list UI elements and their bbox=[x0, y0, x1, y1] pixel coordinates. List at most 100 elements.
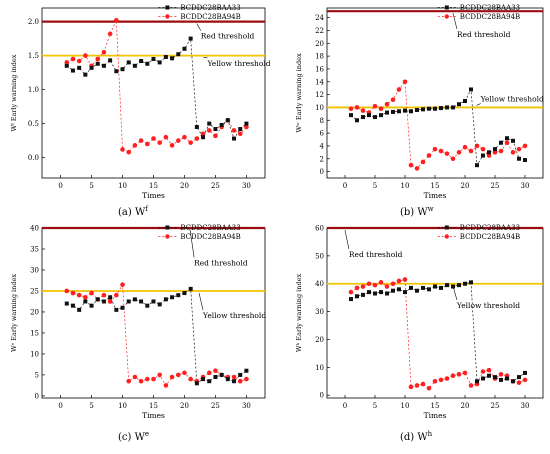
panel-caption-superscript: h bbox=[428, 430, 433, 438]
x-tick-label: 20 bbox=[180, 402, 189, 410]
data-point-a94b bbox=[402, 79, 408, 85]
y-tick-label: 10 bbox=[315, 104, 324, 112]
data-point-baa33 bbox=[176, 293, 181, 298]
series-line-baa33 bbox=[66, 37, 247, 140]
data-point-baa33 bbox=[83, 299, 88, 304]
data-point-baa33 bbox=[201, 377, 206, 382]
data-point-baa33 bbox=[182, 291, 187, 296]
y-axis-label: Wᶠ Early warning index bbox=[10, 54, 18, 131]
x-axis-label: Times bbox=[142, 411, 165, 420]
data-point-baa33 bbox=[126, 299, 131, 304]
data-point-a94b bbox=[390, 97, 396, 103]
data-point-a94b bbox=[145, 376, 150, 382]
legend-entry: BCDDC28BAA33 bbox=[180, 224, 240, 232]
data-point-baa33 bbox=[391, 109, 395, 114]
data-point-baa33 bbox=[517, 156, 521, 161]
data-point-a94b bbox=[244, 376, 249, 382]
legend-marker-circle bbox=[165, 14, 170, 19]
data-point-a94b bbox=[360, 284, 366, 289]
panel-d: 0 5 10 15 20 25 30 Times 0 10 20 30 40 50 60 Wʰ Early w… bbox=[295, 224, 544, 443]
data-point-baa33 bbox=[415, 108, 419, 112]
data-point-baa33 bbox=[64, 301, 69, 306]
y-tick-label: 2.0 bbox=[28, 18, 39, 26]
data-point-baa33 bbox=[101, 299, 106, 304]
panel-a: 0 5 10 15 20 25 30 Times 0.0 0.5 1.0 1.5 2.0 Wᶠ Early… bbox=[10, 4, 271, 218]
series-line-baa33 bbox=[350, 281, 526, 382]
x-tick-label: 10 bbox=[118, 182, 127, 190]
data-point-a94b bbox=[138, 138, 144, 143]
data-point-a94b bbox=[188, 140, 193, 145]
data-point-a94b bbox=[450, 373, 456, 379]
data-point-a94b bbox=[107, 31, 113, 37]
data-point-a94b bbox=[444, 151, 450, 156]
data-point-baa33 bbox=[176, 52, 181, 57]
panel-caption-superscript: w bbox=[428, 205, 434, 213]
red-threshold-label: Red threshold bbox=[457, 30, 511, 39]
data-point-a94b bbox=[132, 374, 138, 380]
y-tick-label: 0 bbox=[35, 392, 39, 400]
data-point-baa33 bbox=[114, 307, 119, 312]
panel-caption-label: (d) W bbox=[400, 432, 428, 443]
data-point-baa33 bbox=[232, 379, 237, 384]
data-point-baa33 bbox=[77, 307, 82, 312]
data-point-a94b bbox=[522, 377, 528, 383]
data-point-a94b bbox=[516, 380, 522, 385]
threshold-pointer bbox=[476, 103, 481, 106]
data-point-a94b bbox=[188, 376, 193, 382]
data-point-a94b bbox=[101, 292, 107, 298]
data-point-a94b bbox=[348, 289, 354, 295]
data-point-a94b bbox=[213, 368, 218, 374]
data-point-baa33 bbox=[481, 376, 485, 381]
data-point-a94b bbox=[492, 150, 498, 155]
data-point-a94b bbox=[163, 134, 169, 140]
data-point-baa33 bbox=[232, 136, 237, 141]
data-point-a94b bbox=[194, 136, 200, 141]
data-point-a94b bbox=[95, 56, 101, 62]
data-point-baa33 bbox=[151, 299, 156, 304]
legend-marker-square bbox=[165, 5, 170, 10]
data-point-baa33 bbox=[89, 65, 94, 70]
data-point-a94b bbox=[231, 128, 237, 133]
data-point-baa33 bbox=[379, 290, 383, 295]
data-point-a94b bbox=[354, 105, 360, 110]
y-tick-label: 14 bbox=[315, 78, 324, 86]
y-axis-label: Wᵉ Early warning index bbox=[10, 274, 18, 352]
x-tick-label: 25 bbox=[211, 182, 220, 190]
data-point-a94b bbox=[206, 128, 212, 133]
y-tick-label: 35 bbox=[30, 245, 39, 253]
data-point-a94b bbox=[182, 370, 187, 376]
data-point-baa33 bbox=[469, 87, 473, 92]
x-tick-label: 0 bbox=[58, 402, 62, 410]
data-point-a94b bbox=[114, 292, 119, 298]
yellow-threshold-label: Yellow threshold bbox=[456, 301, 520, 310]
data-point-a94b bbox=[432, 146, 438, 152]
data-point-a94b bbox=[200, 131, 206, 137]
panel-caption: (c) We bbox=[118, 430, 149, 443]
data-point-baa33 bbox=[157, 60, 162, 65]
x-tick-label: 10 bbox=[401, 402, 410, 410]
data-point-baa33 bbox=[132, 63, 137, 68]
data-point-baa33 bbox=[219, 372, 224, 377]
data-point-baa33 bbox=[505, 376, 509, 381]
data-point-baa33 bbox=[469, 280, 473, 285]
data-point-baa33 bbox=[132, 297, 137, 302]
x-tick-label: 25 bbox=[211, 402, 220, 410]
data-point-a94b bbox=[408, 384, 414, 390]
x-tick-label: 15 bbox=[431, 402, 440, 410]
data-point-baa33 bbox=[114, 69, 119, 74]
data-point-baa33 bbox=[77, 65, 82, 70]
data-point-a94b bbox=[360, 108, 366, 113]
y-tick-label: 2 bbox=[320, 155, 324, 163]
data-point-a94b bbox=[384, 101, 390, 107]
data-point-baa33 bbox=[163, 54, 168, 59]
data-point-baa33 bbox=[70, 68, 75, 73]
data-point-baa33 bbox=[445, 283, 449, 288]
data-point-baa33 bbox=[64, 63, 69, 68]
x-tick-label: 0 bbox=[343, 182, 347, 190]
data-point-a94b bbox=[438, 148, 444, 154]
data-point-baa33 bbox=[421, 285, 425, 290]
data-point-baa33 bbox=[108, 58, 113, 63]
y-axis-label: Wʷ Early warning index bbox=[295, 53, 303, 133]
data-point-a94b bbox=[169, 374, 175, 380]
data-point-baa33 bbox=[433, 106, 437, 111]
